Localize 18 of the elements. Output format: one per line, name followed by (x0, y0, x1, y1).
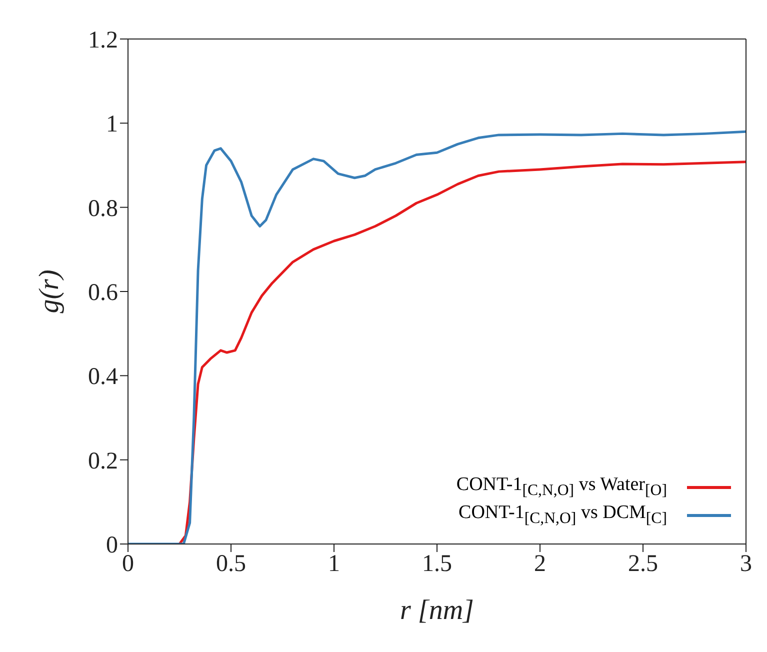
y-tick-label: 1 (106, 112, 118, 138)
y-tick-label: 0.2 (88, 448, 118, 474)
y-tick-label: 0.8 (88, 196, 118, 222)
y-tick-label: 0.4 (88, 364, 118, 390)
x-tick-label: 2 (534, 551, 546, 578)
y-tick-label: 0.6 (88, 280, 118, 306)
x-tick-label: 1.5 (422, 551, 452, 578)
y-axis-title: g(r) (34, 270, 65, 314)
x-tick-label: 2.5 (628, 551, 658, 578)
x-tick-label: 0.5 (216, 551, 246, 578)
y-tick-label: 0 (106, 532, 118, 559)
x-axis-title: r [nm] (400, 595, 474, 626)
x-tick-label: 1 (328, 551, 340, 578)
x-tick-label: 0 (122, 551, 134, 578)
legend-label: CONT-1$_{[C,N,O]}$ vs DCM$_{[C]}$ (458, 502, 667, 528)
x-tick-label: 3 (740, 551, 752, 578)
legend-label: CONT-1$_{[C,N,O]}$ vs Water$_{[O]}$ (456, 474, 667, 500)
y-tick-label: 1.2 (88, 28, 118, 54)
